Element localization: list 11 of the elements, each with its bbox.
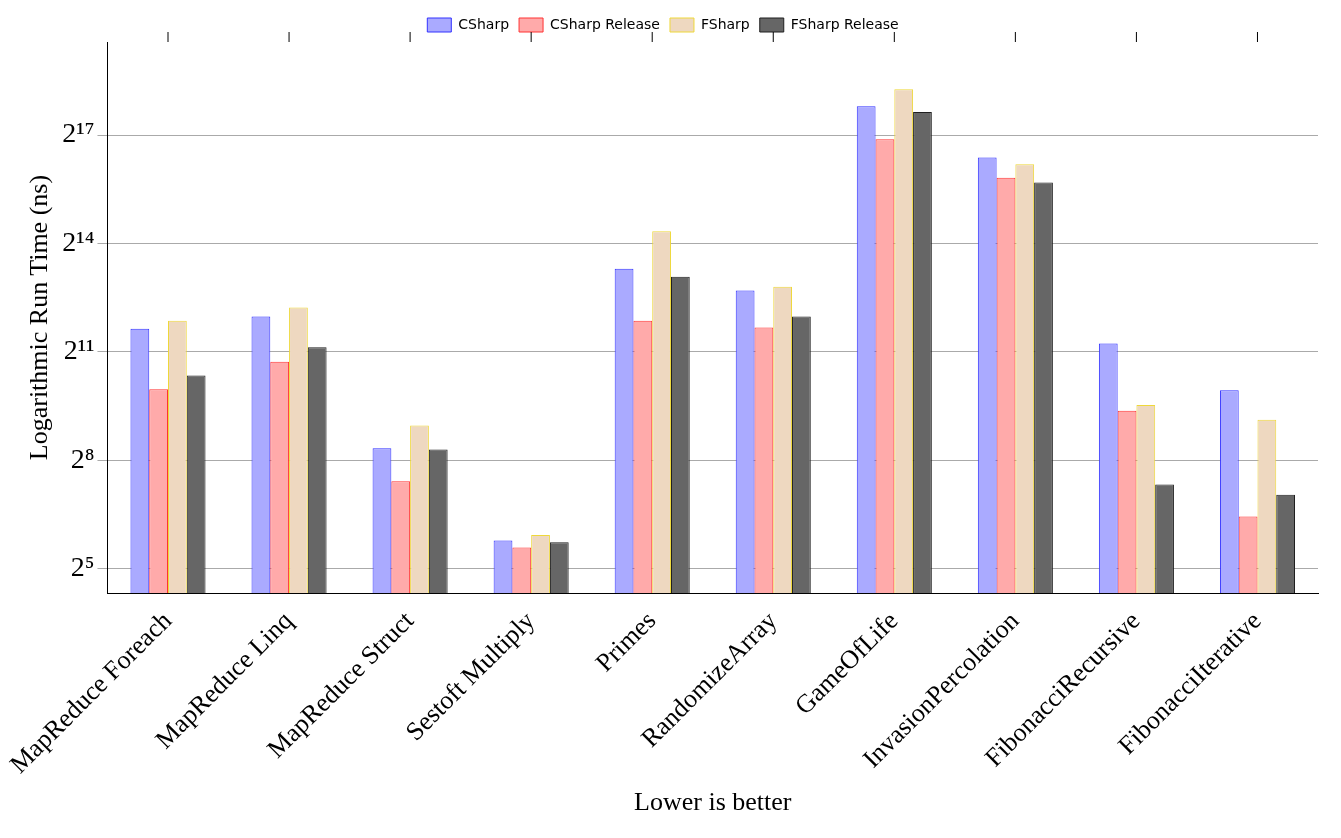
legend-label: CSharp	[458, 15, 510, 32]
y-tick-label: 2⁵	[70, 550, 95, 582]
legend-label: FSharp Release	[790, 15, 899, 32]
x-axis-title: Lower is better	[634, 787, 792, 817]
y-tick-label: 2¹¹	[63, 334, 95, 366]
y-axis-title: Logarithmic Run Time (ns)	[23, 174, 53, 461]
y-tick-label: 2⁸	[70, 442, 95, 474]
legend-label: CSharp Release	[550, 15, 660, 32]
y-tick-label: 2¹⁷	[62, 117, 95, 149]
legend-label: FSharp	[700, 15, 750, 32]
y-tick-label: 2¹⁴	[62, 225, 95, 257]
